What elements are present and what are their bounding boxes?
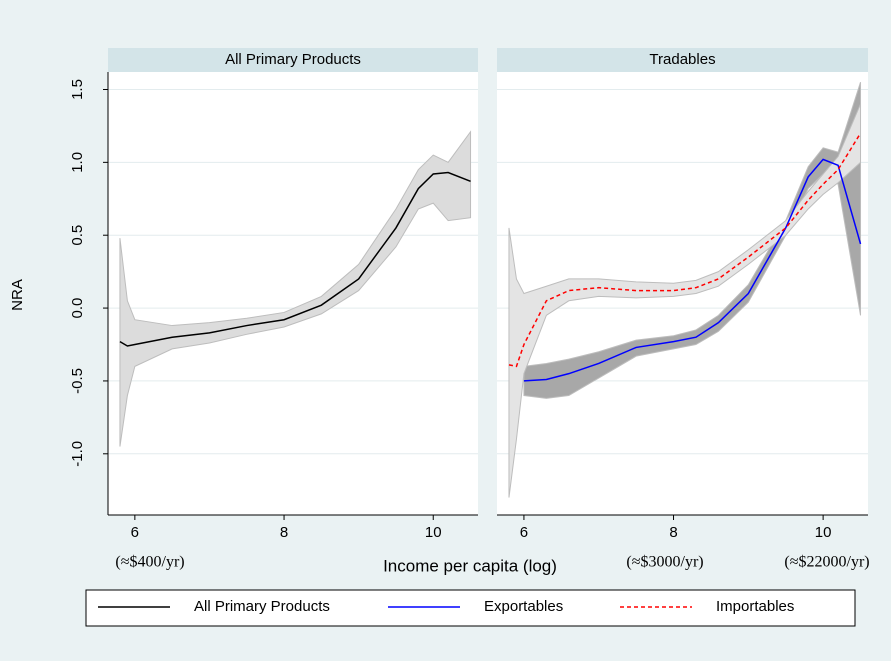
line bbox=[508, 132, 862, 368]
strip bbox=[108, 48, 478, 72]
annotation: (≈$3000/yr) bbox=[626, 554, 703, 571]
legend-label: Importables bbox=[716, 598, 794, 615]
legend-label: All Primary Products bbox=[194, 598, 330, 615]
annotation: (≈$22000/yr) bbox=[784, 554, 869, 571]
legend-label: Exportables bbox=[484, 598, 563, 615]
y-tick-label: -0.5 bbox=[69, 368, 86, 394]
confidence-band bbox=[523, 82, 862, 399]
x-tick-label: 6 bbox=[131, 524, 139, 541]
line bbox=[119, 171, 471, 347]
x-tick-label: 8 bbox=[280, 524, 288, 541]
x-tick-label: 10 bbox=[425, 524, 442, 541]
x-tick-label: 8 bbox=[669, 524, 677, 541]
plot-area bbox=[108, 72, 478, 515]
x-axis-label: Income per capita (log) bbox=[383, 556, 557, 575]
y-tick-label: 0.5 bbox=[69, 225, 86, 246]
confidence-band bbox=[119, 130, 472, 447]
legend bbox=[85, 589, 856, 627]
y-tick-label: 1.0 bbox=[69, 152, 86, 173]
y-axis-label: NRA bbox=[9, 279, 26, 311]
line bbox=[523, 158, 862, 382]
x-tick-label: 6 bbox=[520, 524, 528, 541]
strip bbox=[497, 48, 868, 72]
y-tick-label: 0.0 bbox=[69, 298, 86, 319]
panel-title: All Primary Products bbox=[225, 51, 361, 68]
panel-title: Tradables bbox=[649, 51, 715, 68]
confidence-band bbox=[508, 103, 862, 498]
annotation: (≈$400/yr) bbox=[115, 554, 184, 571]
x-tick-label: 10 bbox=[815, 524, 832, 541]
y-tick-label: -1.0 bbox=[69, 441, 86, 467]
y-tick-label: 1.5 bbox=[69, 79, 86, 100]
